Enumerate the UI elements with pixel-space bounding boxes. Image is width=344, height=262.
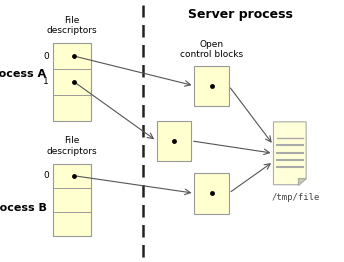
Text: 0: 0 xyxy=(43,52,49,61)
Bar xyxy=(157,121,191,161)
Text: 1: 1 xyxy=(43,77,49,86)
Text: 0: 0 xyxy=(43,171,49,180)
Text: /tmp/file: /tmp/file xyxy=(272,193,320,201)
Polygon shape xyxy=(273,122,306,185)
Bar xyxy=(53,164,91,236)
Text: Process B: Process B xyxy=(0,203,46,214)
Text: File
descriptors: File descriptors xyxy=(47,16,98,35)
Text: File
descriptors: File descriptors xyxy=(47,137,98,156)
Polygon shape xyxy=(298,178,306,185)
Text: Process A: Process A xyxy=(0,69,46,79)
Bar xyxy=(194,66,229,106)
Text: Server process: Server process xyxy=(189,8,293,21)
Bar xyxy=(53,43,91,121)
Bar xyxy=(194,173,229,214)
Text: Open
control blocks: Open control blocks xyxy=(180,40,243,59)
